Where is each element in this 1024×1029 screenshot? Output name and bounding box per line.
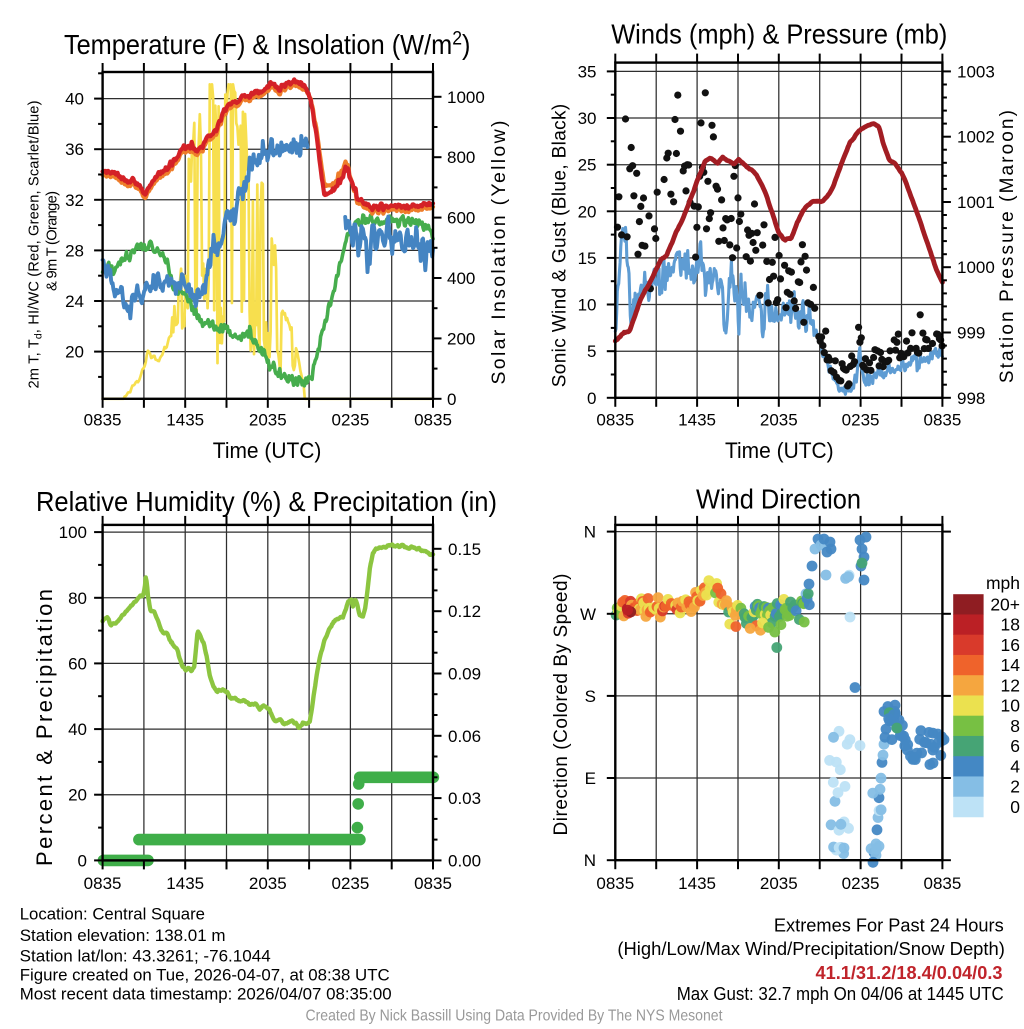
svg-text:0835: 0835 xyxy=(414,874,452,893)
svg-text:0.06: 0.06 xyxy=(448,727,481,746)
svg-text:Sonic Wind & Gust (Blue, Black: Sonic Wind & Gust (Blue, Black) xyxy=(550,104,571,388)
svg-text:S: S xyxy=(585,687,596,706)
svg-text:0.03: 0.03 xyxy=(448,789,481,808)
svg-text:800: 800 xyxy=(447,148,475,167)
svg-text:10: 10 xyxy=(1001,696,1021,716)
svg-text:0835: 0835 xyxy=(596,874,634,893)
svg-text:0235: 0235 xyxy=(331,874,369,893)
svg-text:2035: 2035 xyxy=(249,411,287,430)
svg-text:Direction (Colored By Speed): Direction (Colored By Speed) xyxy=(551,574,572,836)
svg-text:20+: 20+ xyxy=(990,594,1020,614)
svg-text:2035: 2035 xyxy=(760,411,798,430)
svg-text:100: 100 xyxy=(59,523,87,542)
svg-text:N: N xyxy=(584,523,596,542)
svg-text:1435: 1435 xyxy=(678,411,716,430)
svg-text:mph: mph xyxy=(986,573,1020,593)
svg-text:Station Pressure (Maroon): Station Pressure (Maroon) xyxy=(997,110,1018,383)
svg-text:Extremes For Past 24 Hours: Extremes For Past 24 Hours xyxy=(774,916,1004,936)
svg-text:0.15: 0.15 xyxy=(448,540,481,559)
svg-text:0235: 0235 xyxy=(842,874,880,893)
svg-text:200: 200 xyxy=(447,329,475,348)
svg-text:24: 24 xyxy=(65,292,84,311)
svg-text:40: 40 xyxy=(68,720,87,739)
svg-text:2: 2 xyxy=(1010,777,1020,797)
svg-text:1435: 1435 xyxy=(678,874,716,893)
svg-text:0835: 0835 xyxy=(923,874,961,893)
svg-text:Wind Direction: Wind Direction xyxy=(696,484,861,515)
svg-text:40: 40 xyxy=(65,90,84,109)
svg-text:0835: 0835 xyxy=(596,411,634,430)
svg-text:Most recent data timestamp: 20: Most recent data timestamp: 2026/04/07 0… xyxy=(20,985,392,1004)
svg-text:30: 30 xyxy=(578,109,597,128)
svg-text:1003: 1003 xyxy=(957,62,995,81)
svg-text:0: 0 xyxy=(587,389,596,408)
svg-text:0835: 0835 xyxy=(923,411,961,430)
svg-text:& 9m T (Orange): & 9m T (Orange) xyxy=(45,191,61,291)
svg-text:4: 4 xyxy=(1010,756,1020,776)
svg-text:Relative Humidity (%) & Precip: Relative Humidity (%) & Precipitation (i… xyxy=(36,486,497,517)
svg-text:80: 80 xyxy=(68,589,87,608)
svg-text:20: 20 xyxy=(65,343,84,362)
svg-text:Winds (mph) & Pressure (mb): Winds (mph) & Pressure (mb) xyxy=(611,19,947,50)
svg-text:10: 10 xyxy=(578,296,597,315)
svg-text:14: 14 xyxy=(1001,655,1021,675)
svg-text:Station elevation: 138.01 m: Station elevation: 138.01 m xyxy=(20,926,226,945)
svg-text:N: N xyxy=(584,851,596,870)
svg-text:Created By Nick Bassill Using: Created By Nick Bassill Using Data Provi… xyxy=(306,1008,723,1025)
svg-text:Time (UTC): Time (UTC) xyxy=(213,438,322,463)
svg-text:20: 20 xyxy=(68,786,87,805)
svg-text:0: 0 xyxy=(447,390,456,409)
svg-text:Solar Insolation (Yellow): Solar Insolation (Yellow) xyxy=(488,121,510,385)
svg-text:35: 35 xyxy=(578,62,597,81)
svg-text:12: 12 xyxy=(1001,675,1020,695)
svg-text:Location: Central Square: Location: Central Square xyxy=(20,905,205,924)
svg-text:0: 0 xyxy=(1010,797,1020,817)
svg-text:0.09: 0.09 xyxy=(448,665,481,684)
svg-text:Max Gust: 32.7 mph On 04/06 at: Max Gust: 32.7 mph On 04/06 at 1445 UTC xyxy=(677,984,1004,1004)
svg-text:Station lat/lon: 43.3261; -76.: Station lat/lon: 43.3261; -76.1044 xyxy=(20,947,271,966)
svg-text:25: 25 xyxy=(578,156,597,175)
svg-text:16: 16 xyxy=(1001,635,1020,655)
svg-text:1435: 1435 xyxy=(166,411,204,430)
svg-text:Percent & Precipitation: Percent & Precipitation xyxy=(32,589,57,866)
svg-text:999: 999 xyxy=(957,324,985,343)
svg-text:Time (UTC): Time (UTC) xyxy=(725,438,834,463)
svg-text:0: 0 xyxy=(78,851,87,870)
svg-text:28: 28 xyxy=(65,241,84,260)
svg-text:60: 60 xyxy=(68,654,87,673)
svg-text:E: E xyxy=(585,769,596,788)
svg-text:5: 5 xyxy=(587,342,596,361)
svg-text:998: 998 xyxy=(957,389,985,408)
svg-text:2m T, Td, HI/WC (Red, Green, S: 2m T, Td, HI/WC (Red, Green, Scarlet/Blu… xyxy=(26,100,44,388)
svg-text:0.12: 0.12 xyxy=(448,602,481,621)
svg-text:1000: 1000 xyxy=(447,88,485,107)
svg-text:36: 36 xyxy=(65,140,84,159)
svg-text:1000: 1000 xyxy=(957,258,995,277)
svg-text:0235: 0235 xyxy=(331,411,369,430)
svg-text:0835: 0835 xyxy=(84,411,122,430)
svg-text:15: 15 xyxy=(578,249,597,268)
svg-text:Figure created on Tue, 2026-04: Figure created on Tue, 2026-04-07, at 08… xyxy=(20,965,390,984)
svg-text:Temperature (F) & Insolation (: Temperature (F) & Insolation (W/m2) xyxy=(64,28,470,61)
svg-text:(High/Low/Max Wind/Precipitati: (High/Low/Max Wind/Precipitation/Snow De… xyxy=(617,939,1005,959)
svg-text:0835: 0835 xyxy=(84,874,122,893)
svg-text:18: 18 xyxy=(1001,615,1020,635)
svg-text:0.00: 0.00 xyxy=(448,851,481,870)
svg-text:2035: 2035 xyxy=(760,874,798,893)
svg-text:41.1/31.2/18.4/0.04/0.3: 41.1/31.2/18.4/0.04/0.3 xyxy=(816,963,1003,983)
svg-text:0235: 0235 xyxy=(842,411,880,430)
svg-text:0835: 0835 xyxy=(414,411,452,430)
svg-text:1435: 1435 xyxy=(166,874,204,893)
svg-text:1001: 1001 xyxy=(957,193,995,212)
svg-text:W: W xyxy=(580,605,596,624)
svg-text:1002: 1002 xyxy=(957,128,995,147)
svg-text:400: 400 xyxy=(447,269,475,288)
svg-text:20: 20 xyxy=(578,202,597,221)
svg-text:8: 8 xyxy=(1010,716,1020,736)
svg-text:6: 6 xyxy=(1010,736,1020,756)
svg-text:600: 600 xyxy=(447,209,475,228)
svg-text:32: 32 xyxy=(65,191,84,210)
svg-text:2035: 2035 xyxy=(249,874,287,893)
